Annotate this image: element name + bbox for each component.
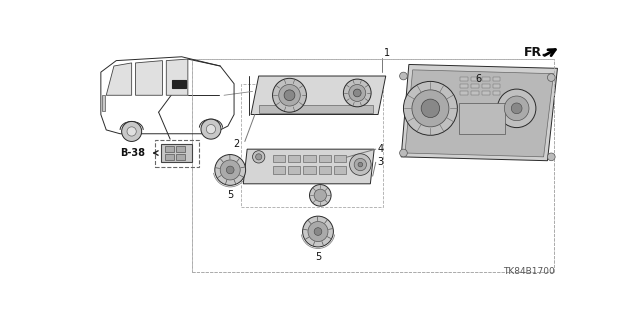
Circle shape	[504, 96, 529, 121]
Circle shape	[206, 124, 216, 134]
Bar	[334, 154, 346, 162]
Circle shape	[284, 90, 295, 101]
Circle shape	[511, 103, 522, 114]
Text: 5: 5	[227, 190, 234, 200]
Bar	[319, 154, 331, 162]
Circle shape	[279, 85, 300, 106]
Bar	[273, 154, 285, 162]
Bar	[459, 103, 505, 134]
Circle shape	[547, 74, 555, 81]
Circle shape	[314, 228, 322, 235]
Bar	[192, 59, 554, 272]
Circle shape	[349, 85, 365, 101]
Text: 6: 6	[476, 74, 482, 84]
Circle shape	[344, 79, 371, 107]
Bar	[161, 144, 192, 162]
Bar	[471, 84, 479, 88]
Polygon shape	[251, 76, 386, 115]
Text: B-38: B-38	[120, 148, 145, 158]
Bar	[493, 84, 500, 88]
Circle shape	[354, 159, 367, 171]
Bar	[241, 84, 383, 207]
Polygon shape	[243, 149, 374, 184]
Circle shape	[122, 122, 141, 141]
Bar	[471, 91, 479, 95]
Bar	[303, 154, 316, 162]
Bar	[334, 166, 346, 174]
Circle shape	[253, 151, 265, 163]
Bar	[288, 154, 300, 162]
Bar	[482, 84, 490, 88]
Bar	[288, 166, 300, 174]
Text: 5: 5	[315, 252, 321, 262]
Bar	[259, 105, 372, 113]
Text: FR.: FR.	[524, 46, 547, 59]
Circle shape	[215, 154, 246, 185]
Bar	[319, 166, 331, 174]
Text: 3: 3	[378, 157, 383, 167]
Text: 1: 1	[384, 48, 390, 57]
Bar	[482, 91, 490, 95]
Circle shape	[497, 89, 536, 128]
Bar	[273, 166, 285, 174]
Bar	[460, 91, 468, 95]
Circle shape	[127, 127, 136, 136]
Polygon shape	[106, 63, 132, 95]
Circle shape	[358, 162, 363, 167]
Circle shape	[227, 166, 234, 174]
Bar	[175, 154, 185, 160]
Circle shape	[303, 216, 333, 247]
Bar	[493, 91, 500, 95]
Polygon shape	[405, 70, 554, 157]
Text: 4: 4	[378, 144, 383, 154]
Circle shape	[310, 185, 331, 206]
Bar	[172, 80, 186, 87]
Bar	[471, 77, 479, 81]
Bar	[460, 84, 468, 88]
Circle shape	[201, 119, 221, 139]
Circle shape	[308, 221, 328, 241]
Bar	[460, 77, 468, 81]
Bar	[164, 146, 174, 152]
Circle shape	[403, 81, 458, 135]
Polygon shape	[166, 59, 188, 95]
Bar	[175, 146, 185, 152]
Bar	[303, 166, 316, 174]
Polygon shape	[401, 64, 557, 161]
Circle shape	[399, 149, 407, 157]
Circle shape	[255, 154, 262, 160]
Circle shape	[273, 78, 307, 112]
Circle shape	[412, 90, 449, 127]
Circle shape	[547, 153, 555, 161]
Polygon shape	[136, 61, 163, 95]
Circle shape	[314, 189, 326, 202]
Circle shape	[220, 160, 240, 180]
Bar	[102, 95, 106, 111]
Circle shape	[353, 89, 361, 97]
Circle shape	[349, 154, 371, 175]
Circle shape	[399, 72, 407, 80]
Circle shape	[421, 99, 440, 118]
Text: TK84B1700: TK84B1700	[504, 267, 555, 276]
Text: 2: 2	[233, 139, 239, 149]
Bar	[493, 77, 500, 81]
Bar	[482, 77, 490, 81]
Bar	[155, 140, 200, 167]
Bar	[164, 154, 174, 160]
